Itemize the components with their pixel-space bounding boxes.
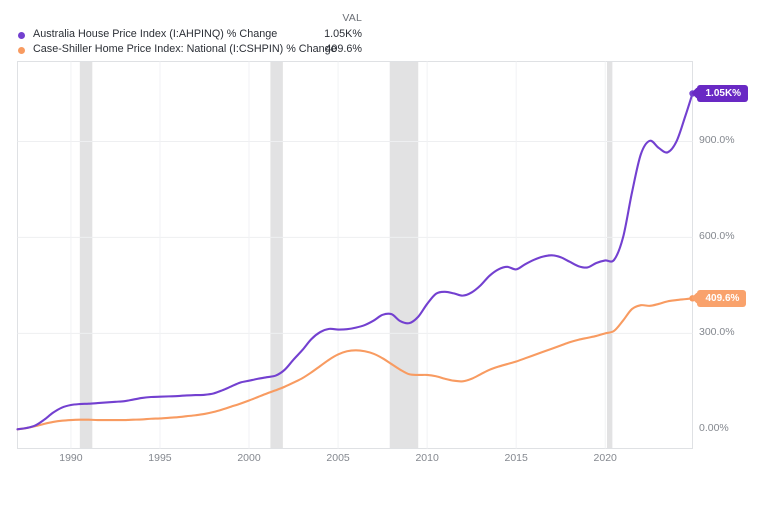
legend-series-value: 409.6% [325, 43, 362, 55]
recession-band [270, 61, 283, 449]
plot-border [17, 61, 693, 449]
legend-series-label: Australia House Price Index (I:AHPINQ) %… [33, 28, 278, 40]
legend-dot-purple-icon [18, 32, 25, 39]
legend-series-label: Case-Shiller Home Price Index: National … [33, 43, 337, 55]
x-axis-tick-label: 2005 [326, 452, 350, 464]
end-value-flag-orange: 409.6% [696, 289, 747, 307]
x-axis-tick-label: 2000 [237, 452, 261, 464]
chart-legend: VAL Australia House Price Index (I:AHPIN… [14, 12, 754, 56]
legend-item-australia-house-price-index[interactable]: Australia House Price Index (I:AHPINQ) %… [14, 28, 754, 43]
x-axis-tick-label: 2015 [504, 452, 528, 464]
plot-area[interactable]: 0.00% 300.0% 600.0% 900.0% 1990 1995 2000 2005… [0, 0, 768, 480]
y-axis-tick-label: 300.0% [699, 326, 735, 339]
x-axis-tick-label: 2020 [593, 452, 617, 464]
series-line [16, 92, 694, 431]
chart-footer: ANIMAL SPIRITS Feb 4, 2025, 2:11 PM EST … [0, 480, 768, 522]
y-axis-tick-label: 900.0% [699, 134, 735, 147]
legend-series-value: 1.05K% [324, 28, 362, 40]
chart-canvas [16, 61, 696, 449]
x-axis-tick-label: 2010 [415, 452, 439, 464]
x-axis-tick-label: 1990 [59, 452, 83, 464]
end-value-flag-purple: 1.05K% [696, 84, 749, 102]
legend-item-case-shiller-home-price-index[interactable]: Case-Shiller Home Price Index: National … [14, 43, 754, 58]
legend-val-header: VAL [342, 12, 362, 24]
recession-band [389, 61, 419, 449]
y-axis-tick-label: 0.00% [699, 422, 729, 435]
recession-band [607, 61, 613, 449]
legend-dot-orange-icon [18, 47, 25, 54]
x-axis-tick-label: 1995 [148, 452, 172, 464]
series-line [16, 297, 694, 431]
y-axis-tick-label: 600.0% [699, 230, 735, 243]
recession-band [79, 61, 93, 449]
